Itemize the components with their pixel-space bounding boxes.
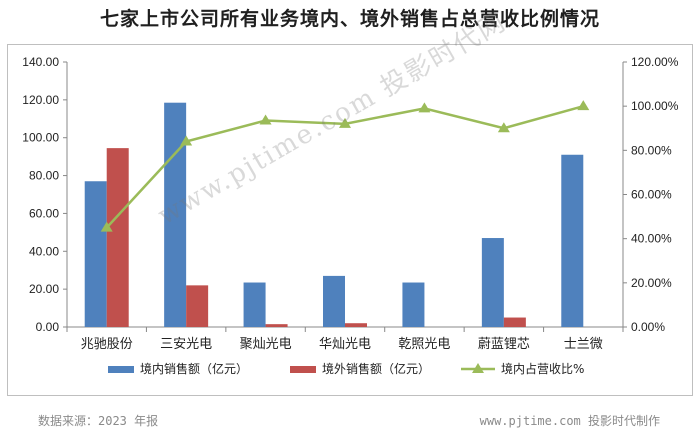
- category-label: 华灿光电: [319, 337, 371, 352]
- domestic-sales-bar: [481, 238, 504, 327]
- domestic-ratio-marker: [339, 117, 351, 128]
- domestic-ratio-marker: [418, 102, 431, 113]
- domestic-ratio-marker: [100, 221, 113, 232]
- right-tick-label: 0.00%: [631, 320, 665, 334]
- chart-frame: [7, 44, 693, 396]
- overseas-sales-bar: [503, 317, 526, 327]
- left-tick-label: 0.00: [36, 320, 60, 334]
- domestic-sales-bar: [402, 282, 425, 327]
- left-tick-label: 100.00: [22, 131, 59, 145]
- legend-swatch: [290, 366, 316, 373]
- domestic-sales-bar: [561, 154, 584, 327]
- data-source: 数据来源：2023 年报: [38, 414, 159, 428]
- overseas-sales-bar: [345, 323, 367, 327]
- left-tick-label: 40.00: [29, 244, 59, 258]
- category-label: 三安光电: [160, 337, 212, 352]
- right-tick-label: 80.00%: [631, 143, 672, 157]
- domestic-ratio-marker: [259, 114, 272, 125]
- legend-swatch-marker: [472, 363, 484, 373]
- domestic-sales-bar: [323, 275, 345, 327]
- category-label: 蔚蓝锂芯: [478, 337, 530, 352]
- category-label: 兆驰股份: [81, 337, 133, 352]
- right-tick-label: 60.00%: [631, 188, 672, 202]
- right-tick-label: 120.00%: [631, 55, 679, 69]
- overseas-sales-bar: [186, 285, 209, 327]
- category-label: 乾照光电: [398, 337, 450, 352]
- right-tick-label: 40.00%: [631, 232, 672, 246]
- domestic-ratio-marker: [497, 122, 510, 133]
- left-tick-label: 60.00: [29, 206, 59, 220]
- legend-label: 境外销售额（亿元）: [322, 361, 430, 376]
- right-tick-label: 100.00%: [631, 99, 679, 113]
- legend-label: 境内销售额（亿元）: [140, 361, 248, 376]
- overseas-sales-bar: [106, 148, 129, 327]
- left-tick-label: 140.00: [22, 55, 59, 69]
- left-tick-label: 80.00: [29, 169, 59, 183]
- legend-swatch: [108, 366, 134, 373]
- left-tick-label: 20.00: [29, 282, 59, 296]
- domestic-sales-bar: [243, 282, 266, 327]
- category-label: 士兰微: [564, 337, 603, 352]
- credit-text: www.pjtime.com 投影时代制作: [479, 414, 660, 428]
- domestic-ratio-marker: [180, 135, 193, 146]
- category-label: 聚灿光电: [240, 337, 292, 352]
- overseas-sales-bar: [265, 324, 288, 327]
- chart-title: 七家上市公司所有业务境内、境外销售占总营收比例情况: [99, 8, 600, 30]
- domestic-sales-bar: [84, 181, 107, 327]
- right-tick-label: 20.00%: [631, 276, 672, 290]
- domestic-ratio-marker: [577, 100, 590, 111]
- legend-label: 境内占营收比%: [501, 361, 584, 376]
- left-tick-label: 120.00: [22, 93, 59, 107]
